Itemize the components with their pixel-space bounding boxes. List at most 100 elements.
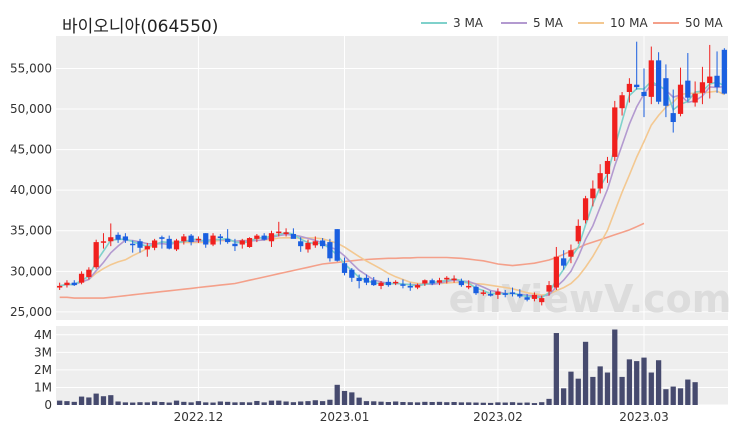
legend-item: 3 MA (421, 16, 483, 30)
candle-body (458, 281, 465, 286)
volume-bar (159, 402, 165, 405)
candle-body (414, 285, 421, 288)
candle-body (590, 188, 596, 199)
candle-body (159, 237, 165, 239)
price-tick-label: 30,000 (10, 264, 52, 278)
candle-body (268, 233, 275, 242)
volume-bar (188, 402, 194, 405)
volume-bar (298, 401, 304, 405)
volume-bar (254, 400, 260, 405)
legend-label: 5 MA (533, 16, 564, 30)
candle-body (524, 297, 530, 300)
candle-body (429, 280, 435, 284)
candle-body (531, 294, 538, 299)
volume-bar (64, 401, 70, 405)
candle-body (195, 238, 202, 241)
volume-bar (692, 382, 698, 405)
candle-body (487, 294, 494, 296)
candle-body (655, 60, 662, 102)
candle-body (685, 80, 691, 98)
candle-body (466, 285, 472, 288)
price-tick-label: 40,000 (10, 183, 52, 197)
candle-body (663, 78, 669, 106)
candle-body (473, 286, 479, 294)
candle-body (298, 241, 304, 247)
volume-bar (604, 372, 611, 405)
candle-body (546, 285, 552, 292)
volume-bar (539, 402, 545, 405)
volume-bar (290, 402, 297, 405)
volume-bar (100, 396, 107, 405)
candle-body (626, 83, 633, 92)
candle-body (400, 284, 406, 286)
candle-body (495, 291, 501, 295)
candle-body (648, 60, 654, 97)
candle-body (502, 293, 508, 295)
candle-body (699, 82, 706, 93)
candle-body (78, 273, 85, 283)
candle-body (108, 237, 114, 242)
candle-body (721, 49, 727, 94)
candle-body (122, 236, 129, 241)
candle-body (166, 238, 172, 249)
volume-bar (173, 400, 180, 405)
volume-bar (305, 401, 311, 405)
candle-body (393, 281, 399, 284)
candle-body (137, 241, 143, 248)
volume-bar (210, 402, 216, 405)
candle-body (341, 263, 348, 273)
candle-body (677, 84, 684, 114)
volume-bar (685, 379, 691, 405)
volume-bar (319, 401, 326, 405)
volume-bar (144, 402, 150, 405)
volume-bar (385, 402, 391, 405)
volume-bar (458, 402, 465, 405)
volume-bar (71, 401, 77, 405)
candle-body (670, 113, 676, 123)
price-tick-label: 25,000 (10, 305, 52, 319)
volume-bar (524, 402, 530, 405)
candle-body (93, 242, 99, 268)
volume-bar (487, 402, 494, 405)
volume-bar (57, 400, 63, 405)
candle-body (641, 91, 647, 97)
volume-bar (86, 397, 92, 405)
volume-tick-label: 0 (44, 398, 52, 412)
volume-bar (327, 399, 333, 405)
candle-body (480, 292, 486, 294)
candle-body (319, 240, 326, 247)
price-tick-label: 55,000 (10, 61, 52, 75)
volume-bar (371, 401, 377, 405)
ma50-line (59, 222, 645, 299)
volume-bar (276, 400, 282, 405)
volume-bar (480, 402, 486, 405)
volume-bar (407, 402, 413, 405)
volume-bar (400, 402, 406, 405)
candle-body (634, 84, 640, 88)
candle-body (349, 269, 355, 278)
candle-body (612, 107, 618, 157)
volume-bar (268, 400, 275, 405)
volume-bar (568, 371, 574, 405)
price-tick-label: 45,000 (10, 143, 52, 157)
volume-bar (422, 401, 428, 405)
volume-bar (641, 357, 647, 405)
volume-bar (634, 361, 640, 405)
volume-bar (283, 401, 289, 405)
volume-bar (670, 386, 676, 405)
volume-bar (466, 402, 472, 405)
candle-body (261, 235, 267, 240)
volume-bar (261, 402, 267, 405)
candle-body (276, 231, 282, 234)
candle-body (363, 277, 370, 283)
volume-bar (655, 360, 662, 405)
volume-bar (619, 376, 625, 405)
candle-body (553, 256, 559, 288)
legend-swatch (501, 22, 527, 24)
volume-bar (137, 402, 143, 405)
candle-body (283, 232, 289, 234)
candle-body (130, 243, 136, 246)
candle-body (327, 242, 333, 259)
candle-body (246, 238, 253, 247)
